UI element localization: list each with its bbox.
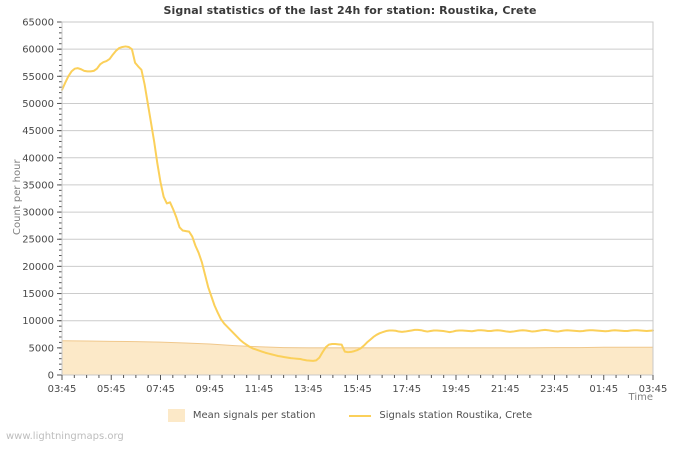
- y-axis-tick-label: 25000: [22, 235, 54, 246]
- x-axis-tick-label: 19:45: [442, 384, 471, 395]
- legend-item-station[interactable]: Signals station Roustika, Crete: [349, 410, 532, 421]
- mean-signals-area-edge: [61, 340, 653, 349]
- y-axis-tick-label: 65000: [22, 18, 54, 29]
- chart-title: Signal statistics of the last 24h for st…: [163, 4, 537, 17]
- x-axis-label: Time: [628, 392, 653, 403]
- y-axis-tick-label: 10000: [22, 316, 54, 327]
- x-axis-tick-label: 11:45: [245, 384, 274, 395]
- y-axis-tick-label: 20000: [22, 262, 54, 273]
- mean-signals-area: [62, 340, 653, 375]
- x-axis-tick-label: 03:45: [639, 384, 668, 395]
- y-axis-tick-label: 60000: [22, 45, 54, 56]
- x-axis-tick-label: 17:45: [392, 384, 421, 395]
- x-axis-tick-label: 03:45: [48, 384, 77, 395]
- watermark: www.lightningmaps.org: [6, 431, 124, 442]
- legend-label-station: Signals station Roustika, Crete: [379, 410, 533, 421]
- y-axis-tick-label: 35000: [22, 180, 54, 191]
- x-axis-tick-label: 09:45: [195, 384, 224, 395]
- station-signal-line: [61, 45, 654, 362]
- x-axis-tick-label: 01:45: [589, 384, 618, 395]
- legend-label-mean: Mean signals per station: [192, 410, 316, 421]
- y-axis-tick-label: 30000: [22, 208, 54, 219]
- x-axis-tick-label: 05:45: [97, 384, 126, 395]
- plot-frame: [61, 21, 654, 376]
- y-axis-tick-label: 15000: [22, 289, 54, 300]
- y-axis-tick-label: 45000: [22, 126, 54, 137]
- y-axis-tick-label: 50000: [22, 99, 54, 110]
- x-axis-tick-label: 13:45: [294, 384, 323, 395]
- y-axis-tick-label: 55000: [22, 72, 54, 83]
- legend-line-swatch-icon: [349, 414, 372, 417]
- legend-item-mean[interactable]: Mean signals per station: [167, 409, 316, 422]
- x-axis-tick-label: 23:45: [540, 384, 569, 395]
- chart-legend: Mean signals per station Signals station…: [0, 409, 700, 422]
- y-axis-tick-label: 5000: [29, 343, 54, 354]
- x-axis-tick-label: 15:45: [343, 384, 372, 395]
- y-axis-tick-label: 40000: [22, 153, 54, 164]
- x-axis-tick-label: 07:45: [146, 384, 175, 395]
- legend-area-swatch-icon: [167, 409, 185, 422]
- y-axis-tick-label: 0: [48, 371, 54, 382]
- x-axis-tick-label: 21:45: [491, 384, 520, 395]
